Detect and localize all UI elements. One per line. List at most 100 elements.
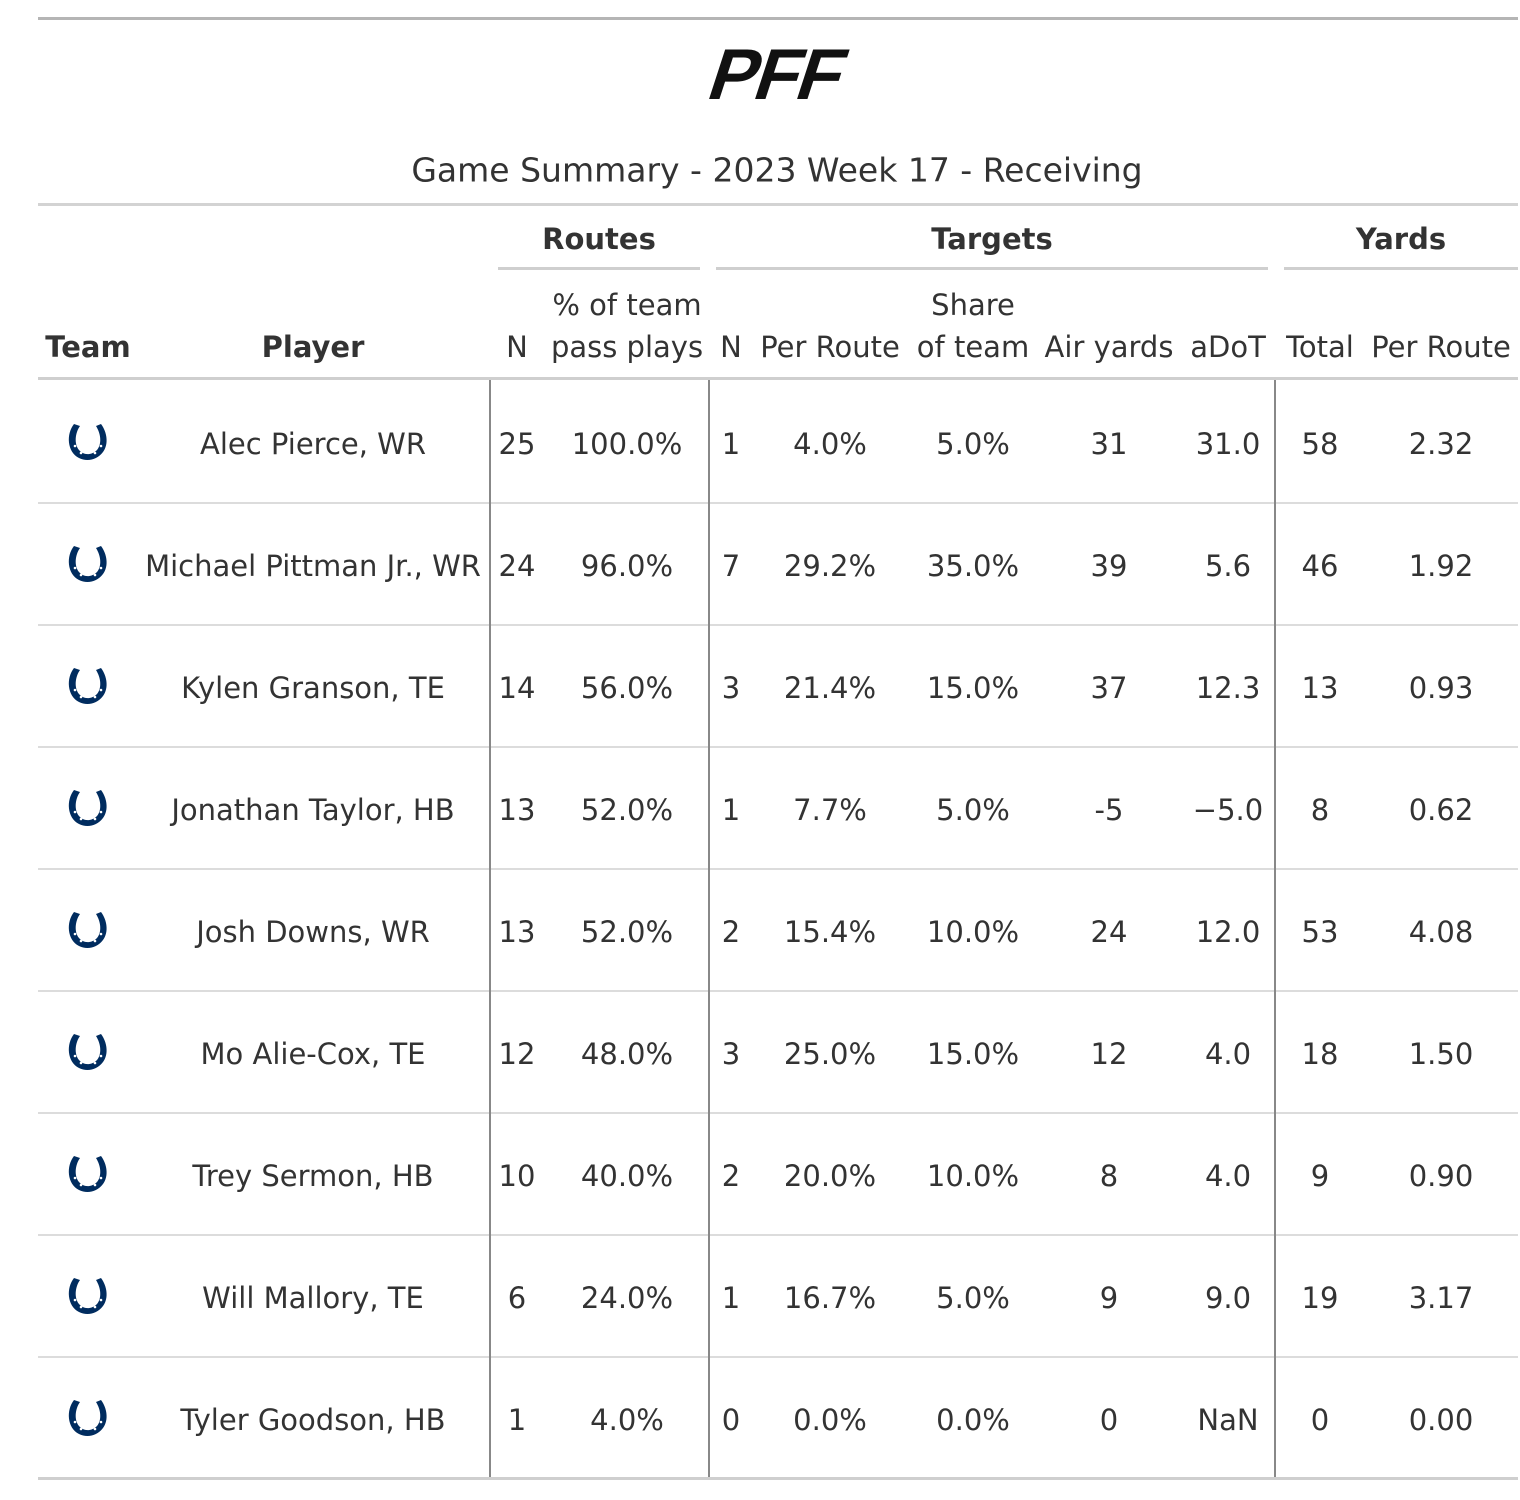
player-name: Josh Downs, WR bbox=[196, 915, 430, 949]
column-header: of team bbox=[916, 330, 1030, 364]
player-name: Michael Pittman Jr., WR bbox=[145, 549, 481, 583]
cell: 18 bbox=[1301, 1037, 1339, 1071]
cell: 25.0% bbox=[783, 1037, 877, 1071]
column-header: Share bbox=[931, 288, 1015, 322]
column-header: Player bbox=[261, 330, 365, 364]
cell: 0.0% bbox=[793, 1403, 867, 1437]
cell: 10.0% bbox=[926, 1159, 1020, 1193]
rule bbox=[38, 203, 1518, 206]
cell: 5.6 bbox=[1204, 549, 1252, 583]
cell: 2.32 bbox=[1408, 427, 1474, 461]
cell: 8 bbox=[1310, 793, 1330, 827]
cell: 4.08 bbox=[1408, 915, 1474, 949]
column-header: aDoT bbox=[1190, 330, 1266, 364]
cell: 3.17 bbox=[1408, 1281, 1474, 1315]
rule bbox=[38, 502, 1518, 504]
rule bbox=[1284, 267, 1518, 270]
cell: 53 bbox=[1301, 915, 1339, 949]
column-header: Per Route bbox=[760, 330, 900, 364]
rule bbox=[38, 1356, 1518, 1358]
cell: 0 bbox=[1310, 1403, 1330, 1437]
cell: 19 bbox=[1301, 1281, 1339, 1315]
cell: 15.0% bbox=[926, 671, 1020, 705]
cell: 3 bbox=[721, 671, 741, 705]
cell: 48.0% bbox=[580, 1037, 674, 1071]
spanner-label: Routes bbox=[542, 222, 656, 256]
cell: 39 bbox=[1090, 549, 1128, 583]
spanner-label: Yards bbox=[1355, 222, 1447, 256]
cell: 9.0 bbox=[1204, 1281, 1252, 1315]
player-name: Alec Pierce, WR bbox=[200, 427, 426, 461]
cell: 1 bbox=[507, 1403, 527, 1437]
cell: 100.0% bbox=[571, 427, 683, 461]
rule bbox=[38, 990, 1518, 992]
player-name: Mo Alie-Cox, TE bbox=[200, 1037, 426, 1071]
cell: 13 bbox=[498, 793, 536, 827]
rule bbox=[38, 868, 1518, 870]
cell: NaN bbox=[1197, 1403, 1259, 1437]
column-divider bbox=[1274, 380, 1276, 1478]
logo: PFF bbox=[699, 35, 855, 115]
cell: 0 bbox=[721, 1403, 741, 1437]
team-logo bbox=[68, 546, 107, 582]
cell: 4.0 bbox=[1204, 1037, 1252, 1071]
cell: 25 bbox=[498, 427, 536, 461]
player-name: Kylen Granson, TE bbox=[181, 671, 445, 705]
column-header: Team bbox=[45, 330, 131, 364]
cell: 8 bbox=[1099, 1159, 1119, 1193]
cell: 15.0% bbox=[926, 1037, 1020, 1071]
title: Game Summary - 2023 Week 17 - Receiving bbox=[411, 150, 1143, 190]
cell: 5.0% bbox=[936, 427, 1010, 461]
cell: 5.0% bbox=[936, 793, 1010, 827]
cell: 4.0% bbox=[793, 427, 867, 461]
cell: 12 bbox=[498, 1037, 536, 1071]
player-name: Tyler Goodson, HB bbox=[180, 1403, 446, 1437]
spanner-label: Targets bbox=[931, 222, 1053, 256]
player-name: Trey Sermon, HB bbox=[192, 1159, 434, 1193]
column-header: pass plays bbox=[550, 330, 704, 364]
rule bbox=[38, 17, 1518, 20]
team-logo bbox=[68, 790, 107, 826]
cell: 21.4% bbox=[783, 671, 877, 705]
team-logo bbox=[68, 1278, 107, 1314]
cell: 56.0% bbox=[580, 671, 674, 705]
cell: 1 bbox=[721, 427, 741, 461]
team-logo bbox=[68, 424, 107, 460]
rule bbox=[498, 267, 700, 270]
column-header: % of team bbox=[552, 288, 702, 322]
cell: 46 bbox=[1301, 549, 1339, 583]
cell: 40.0% bbox=[580, 1159, 674, 1193]
player-name: Jonathan Taylor, HB bbox=[171, 793, 455, 827]
cell: 12.0 bbox=[1195, 915, 1261, 949]
rule bbox=[38, 746, 1518, 748]
cell: 13 bbox=[1301, 671, 1339, 705]
cell: 5.0% bbox=[936, 1281, 1010, 1315]
cell: 58 bbox=[1301, 427, 1339, 461]
cell: 0.62 bbox=[1408, 793, 1474, 827]
team-logo bbox=[68, 912, 107, 948]
cell: 9 bbox=[1310, 1159, 1330, 1193]
cell: 24 bbox=[498, 549, 536, 583]
cell: 10.0% bbox=[926, 915, 1020, 949]
cell: 13 bbox=[498, 915, 536, 949]
cell: 7.7% bbox=[793, 793, 867, 827]
team-logo bbox=[68, 1400, 107, 1436]
cell: 1 bbox=[721, 793, 741, 827]
column-header: N bbox=[720, 330, 742, 364]
cell: 31.0 bbox=[1195, 427, 1261, 461]
cell: 9 bbox=[1099, 1281, 1119, 1315]
cell: 35.0% bbox=[926, 549, 1020, 583]
cell: 3 bbox=[721, 1037, 741, 1071]
cell: 1.50 bbox=[1408, 1037, 1474, 1071]
cell: 96.0% bbox=[580, 549, 674, 583]
cell: 0.93 bbox=[1408, 671, 1474, 705]
cell: 12.3 bbox=[1195, 671, 1261, 705]
rule bbox=[38, 1234, 1518, 1236]
player-name: Will Mallory, TE bbox=[202, 1281, 424, 1315]
cell: 0.00 bbox=[1408, 1403, 1474, 1437]
rule bbox=[38, 1477, 1518, 1480]
column-divider bbox=[708, 380, 710, 1478]
cell: 20.0% bbox=[783, 1159, 877, 1193]
cell: 1.92 bbox=[1408, 549, 1474, 583]
